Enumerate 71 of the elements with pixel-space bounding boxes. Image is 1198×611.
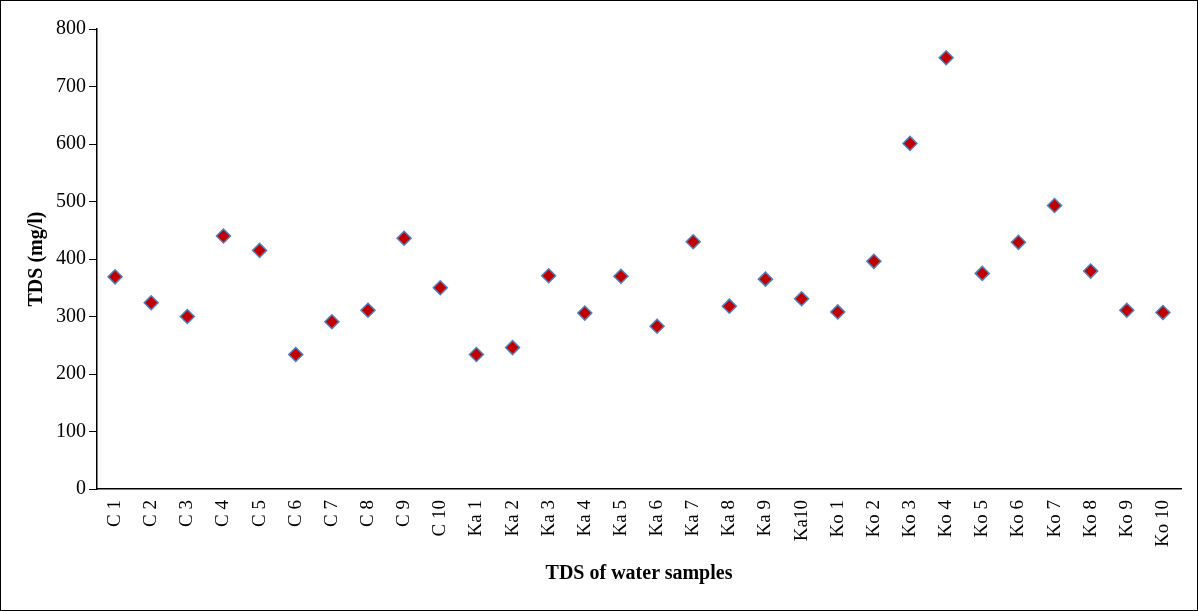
point xyxy=(396,230,412,247)
point xyxy=(504,339,521,356)
x-tick-label: Ka 5 xyxy=(608,500,630,537)
y-tick-label: 600 xyxy=(56,131,86,154)
y-tick-label: 0 xyxy=(76,476,86,499)
x-tick-label: Ko 5 xyxy=(970,500,992,538)
x-tick-label: Ko 9 xyxy=(1114,500,1136,538)
x-tick-label: Ko 4 xyxy=(934,499,956,538)
x-tick-label: Ka 4 xyxy=(572,499,594,537)
x-tick-label: C 10 xyxy=(428,500,450,537)
x-tick-label: Ko 6 xyxy=(1006,500,1028,538)
point xyxy=(757,271,774,287)
y-tick-label: 300 xyxy=(56,303,86,326)
x-tick-label: C 5 xyxy=(247,500,269,527)
x-tick-label: Ko 7 xyxy=(1042,500,1064,538)
point xyxy=(468,346,485,363)
point xyxy=(287,346,304,363)
x-tick-label: Ka 9 xyxy=(753,500,775,537)
x-tick-label: Ka 7 xyxy=(681,500,703,537)
point xyxy=(577,305,593,321)
point xyxy=(107,269,123,285)
point xyxy=(793,290,810,307)
x-tick-label: Ko 1 xyxy=(825,500,847,538)
x-tick-label: Ko 8 xyxy=(1078,500,1100,538)
point xyxy=(432,280,449,296)
point xyxy=(1010,234,1027,251)
x-tick-label: Ko 2 xyxy=(861,500,883,538)
point xyxy=(143,294,159,311)
point xyxy=(1046,197,1063,214)
x-tick-label: Ko 3 xyxy=(897,500,919,538)
x-tick-label: Ka 8 xyxy=(717,500,739,537)
x-tick-label: C 4 xyxy=(211,499,233,527)
x-tick-label: Ka 6 xyxy=(645,500,667,537)
x-tick-label: C 2 xyxy=(139,500,161,527)
point xyxy=(1155,304,1171,321)
x-tick-label: C 9 xyxy=(392,500,414,527)
y-tick-label: 500 xyxy=(56,188,86,211)
x-tick-label: Ka 2 xyxy=(500,500,522,537)
x-axis-title: TDS of water samples xyxy=(545,561,733,585)
x-tick-label: C 8 xyxy=(355,500,377,527)
y-tick-label: 400 xyxy=(56,246,86,269)
point xyxy=(721,298,738,314)
point xyxy=(1119,302,1135,318)
x-tick-label: Ka10 xyxy=(789,500,811,542)
y-tick-label: 100 xyxy=(56,418,86,441)
point xyxy=(360,302,376,318)
point xyxy=(685,234,701,250)
point xyxy=(215,228,232,244)
point xyxy=(179,308,196,325)
point xyxy=(613,268,629,285)
x-tick-label: Ka 1 xyxy=(464,500,486,537)
point xyxy=(974,265,991,282)
point xyxy=(1082,263,1099,279)
point xyxy=(902,135,918,152)
point xyxy=(324,313,340,330)
y-tick-label: 800 xyxy=(56,16,86,39)
x-tick-label: Ko 10 xyxy=(1150,500,1172,548)
point xyxy=(251,242,268,259)
x-tick-label: C 1 xyxy=(103,500,125,527)
y-tick-label: 700 xyxy=(56,73,86,96)
point xyxy=(829,304,846,320)
x-tick-label: C 3 xyxy=(175,500,197,527)
y-tick-label: 200 xyxy=(56,361,86,384)
point xyxy=(866,253,882,270)
point xyxy=(540,267,557,284)
y-axis-title: TDS (mg/l) xyxy=(24,211,48,307)
x-tick-label: Ka 3 xyxy=(536,500,558,537)
x-tick-label: C 6 xyxy=(283,500,305,527)
point xyxy=(649,318,665,335)
x-tick-label: C 7 xyxy=(319,500,341,527)
point xyxy=(938,50,954,66)
